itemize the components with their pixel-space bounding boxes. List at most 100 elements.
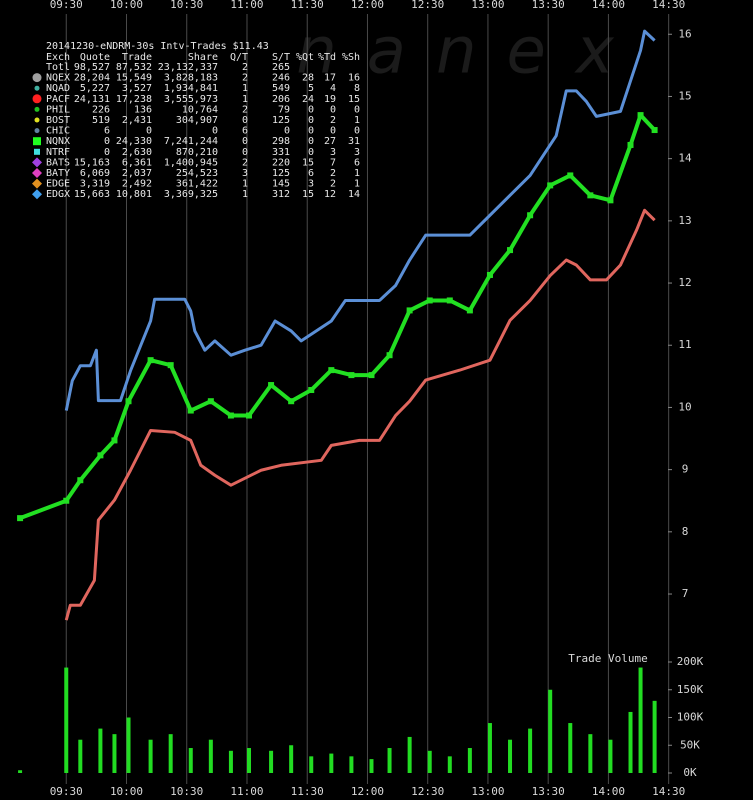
- table-cell: 2: [242, 73, 248, 84]
- volume-bar: [208, 739, 213, 773]
- table-cell: 87,532: [116, 62, 152, 73]
- y-tick-label: 15: [678, 89, 691, 102]
- x-tick-label: 11:30: [291, 0, 324, 11]
- table-cell: 870,210: [176, 147, 218, 158]
- table-cell: 3: [242, 168, 248, 179]
- table-cell: 3: [308, 179, 314, 190]
- table-cell: 145: [272, 179, 290, 190]
- x-tick-label: 14:00: [592, 0, 625, 11]
- table-cell: 7: [330, 157, 336, 168]
- x-tick-label: 12:30: [411, 785, 444, 798]
- x-tick-label: 13:30: [532, 0, 565, 11]
- volume-bar: [369, 759, 374, 773]
- table-cell: 220: [272, 157, 290, 168]
- table-cell: CHIC: [46, 126, 70, 137]
- trade-marker: [651, 127, 658, 134]
- x-tick-label: 11:30: [291, 785, 324, 798]
- volume-bar: [188, 748, 193, 773]
- table-cell: 2: [242, 104, 248, 115]
- volume-bar: [387, 748, 392, 773]
- table-cell: 12: [324, 189, 336, 200]
- table-cell: 1: [354, 115, 360, 126]
- table-cell: 24,131: [74, 94, 110, 105]
- legend-marker: [34, 148, 40, 155]
- volume-bar: [568, 723, 573, 773]
- legend-marker: [34, 106, 40, 112]
- x-tick-label: 10:00: [110, 0, 143, 11]
- column-header: Share: [188, 52, 218, 63]
- table-cell: 3,527: [122, 83, 152, 94]
- table-cell: NQNX: [46, 136, 70, 147]
- column-header: Q/T: [230, 52, 248, 63]
- trade-marker: [17, 515, 24, 522]
- y-tick-label: 11: [678, 338, 691, 351]
- y-tick-label: 12: [678, 276, 691, 289]
- table-cell: 17: [324, 73, 336, 84]
- table-cell: 1,934,841: [164, 83, 218, 94]
- trade-marker: [288, 398, 295, 405]
- volume-bar: [487, 723, 492, 773]
- x-tick-label: 13:00: [471, 0, 504, 11]
- table-cell: 549: [272, 83, 290, 94]
- table-cell: BATS: [46, 157, 70, 168]
- y-tick-label: 50K: [680, 738, 700, 751]
- table-cell: 3: [330, 147, 336, 158]
- table-cell: 125: [272, 115, 290, 126]
- column-header: Exch: [46, 52, 70, 63]
- table-cell: 5,227: [80, 83, 110, 94]
- table-cell: 6: [104, 126, 110, 137]
- trade-marker: [308, 387, 315, 394]
- table-cell: 2,630: [122, 147, 152, 158]
- column-header: S/T: [272, 52, 290, 63]
- trade-marker: [587, 192, 594, 199]
- table-cell: 1: [242, 94, 248, 105]
- table-cell: 3,369,325: [164, 189, 218, 200]
- trade-marker: [348, 372, 355, 379]
- table-cell: 19: [324, 94, 336, 105]
- table-cell: 28,204: [74, 73, 110, 84]
- table-cell: 246: [272, 73, 290, 84]
- column-header: Trade: [122, 52, 152, 63]
- table-cell: NQAD: [46, 83, 70, 94]
- volume-bar: [269, 750, 274, 773]
- volume-bar: [228, 750, 233, 773]
- table-cell: 361,422: [176, 179, 218, 190]
- volume-bar: [467, 748, 472, 773]
- table-cell: 15: [302, 189, 314, 200]
- legend-title: 20141230-eNDRM-30s Intv-Trades $11.43: [46, 41, 269, 52]
- table-cell: EDGE: [46, 179, 70, 190]
- x-tick-label: 10:30: [170, 0, 203, 11]
- table-cell: 0: [330, 126, 336, 137]
- table-cell: 28: [302, 73, 314, 84]
- legend-marker: [34, 117, 40, 123]
- table-cell: 2: [330, 179, 336, 190]
- table-cell: 2,431: [122, 115, 152, 126]
- table-cell: 0: [308, 104, 314, 115]
- y-tick-label: 200K: [677, 655, 704, 668]
- table-cell: 7,241,244: [164, 136, 218, 147]
- table-cell: 0: [104, 136, 110, 147]
- y-tick-label: 9: [682, 463, 689, 476]
- trade-marker: [607, 197, 614, 204]
- x-tick-label: 09:30: [50, 785, 83, 798]
- trade-marker: [507, 247, 514, 254]
- volume-bar: [427, 750, 432, 773]
- legend-marker: [32, 94, 42, 104]
- volume-bar: [349, 756, 354, 773]
- volume-bar: [18, 770, 23, 773]
- volume-bar: [126, 717, 131, 773]
- trade-marker: [77, 477, 84, 484]
- table-cell: 0: [308, 147, 314, 158]
- x-tick-label: 13:30: [532, 785, 565, 798]
- legend-marker: [32, 73, 42, 83]
- table-cell: 24: [302, 94, 314, 105]
- table-cell: 98,527: [74, 62, 110, 73]
- column-header: Quote: [80, 52, 110, 63]
- table-cell: 2: [242, 62, 248, 73]
- table-cell: 0: [212, 126, 218, 137]
- trade-marker: [637, 112, 644, 119]
- x-tick-label: 12:00: [351, 0, 384, 11]
- table-cell: 2: [242, 157, 248, 168]
- table-cell: 15,163: [74, 157, 110, 168]
